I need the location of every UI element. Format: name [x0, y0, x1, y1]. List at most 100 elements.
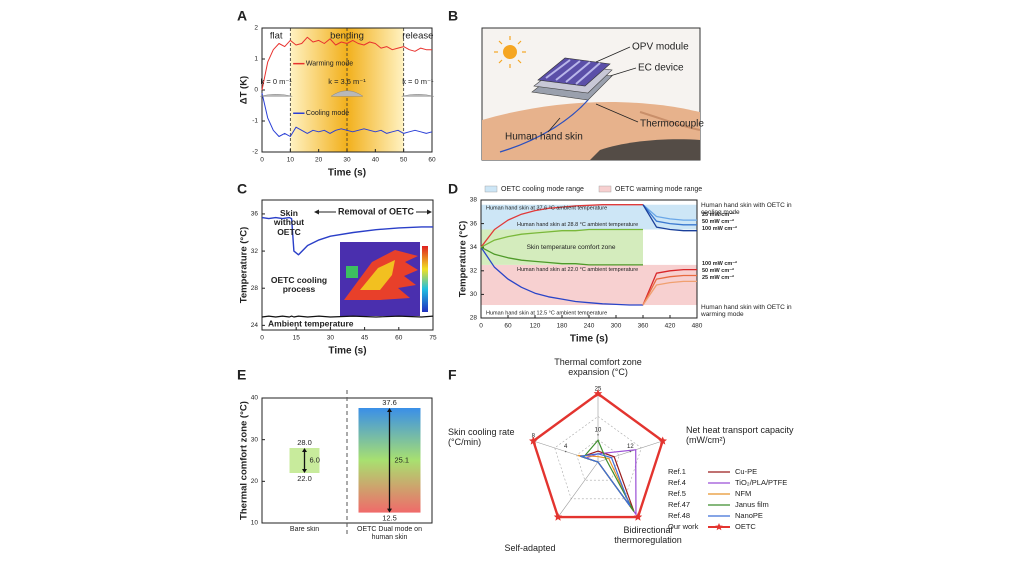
- plot-frame: [261, 199, 434, 331]
- y-axis-title: Temperature (°C): [458, 221, 469, 297]
- annotation: Skin without OETC: [273, 209, 305, 237]
- x-tick-label: 45: [361, 335, 369, 342]
- arrow-head: [302, 448, 307, 452]
- curve-label: Human hand skin at 28.8 °C ambient tempe…: [517, 222, 638, 228]
- x-tick-label: 300: [611, 323, 622, 330]
- x-tick-label: 480: [692, 323, 703, 330]
- legend-label: OETC warming mode range: [615, 186, 702, 193]
- data-line: [642, 274, 697, 306]
- data-line: [480, 246, 643, 306]
- annotation-box: Human hand skin with OETC in warming mod…: [701, 304, 792, 319]
- span-label: 25.1: [395, 455, 410, 464]
- legend-ref: Ref.48: [668, 511, 690, 520]
- data-line: [261, 216, 433, 256]
- x-tick-label: 10: [287, 157, 295, 164]
- y-tick-label: 10: [251, 520, 259, 527]
- data-line: [642, 280, 697, 306]
- x-tick-label: 180: [557, 323, 568, 330]
- panel-label: D: [448, 181, 458, 197]
- data-line: [480, 228, 643, 248]
- finger-line: [639, 111, 701, 131]
- radar-marker: [593, 389, 603, 398]
- x-tick-label: 30: [327, 335, 335, 342]
- radar-axis-label: Self-adapted: [504, 544, 556, 553]
- y-tick-label: 30: [251, 436, 259, 443]
- legend-ref: Ref.47: [668, 500, 690, 509]
- opv-stripes: [545, 59, 601, 85]
- diagram-label: Human hand skin: [505, 132, 583, 143]
- series-label: Warming mode: [306, 60, 353, 67]
- x-tick-label: 60: [395, 335, 403, 342]
- phase-label: release: [402, 31, 433, 42]
- data-line: [480, 246, 643, 266]
- low-label: 12.5: [382, 514, 397, 523]
- radar-axis-label-box: Net heat transport capacity (mW/cm²): [686, 426, 794, 445]
- x-tick-label: 360: [638, 323, 649, 330]
- x-tick-label: 240: [584, 323, 595, 330]
- zone-label: Skin temperature comfort zone: [527, 244, 616, 251]
- branch-label: 100 mW cm⁻²: [702, 225, 737, 232]
- span-label: 6.0: [310, 455, 320, 464]
- sample-shape: [260, 94, 293, 97]
- category-label: OETC Dual mode on human skin: [357, 526, 422, 541]
- x-tick-label: 120: [530, 323, 541, 330]
- legend-label: TiO₂/PLA/PTFE: [735, 478, 787, 487]
- series-label: Ambient temperature: [268, 318, 354, 328]
- arrow-head: [387, 508, 392, 513]
- data-line: [261, 315, 434, 318]
- x-tick-label: 75: [429, 335, 437, 342]
- phase-label: flat: [270, 31, 283, 42]
- low-label: 22.0: [297, 474, 312, 483]
- radar-axis-label: Thermal comfort zone expansion (°C): [554, 358, 642, 377]
- x-tick-label: 0: [479, 323, 483, 330]
- diagram-label: Thermocouple: [640, 119, 704, 130]
- radar-series: [531, 392, 665, 519]
- y-tick-label: 24: [251, 322, 259, 329]
- radar-tick-label: 10: [595, 427, 602, 433]
- data-line: [480, 204, 643, 248]
- diagram-label: OPV module: [632, 42, 689, 53]
- x-tick-label: 40: [372, 157, 380, 164]
- x-tick-label: 420: [665, 323, 676, 330]
- x-axis-title: Time (s): [328, 168, 366, 179]
- x-tick-label: 60: [428, 157, 436, 164]
- panel-label: A: [237, 8, 247, 24]
- y-tick-label: 28: [251, 285, 259, 292]
- annotation: OETC cooling process: [270, 276, 328, 295]
- branch-label: 25 mW cm⁻²: [702, 211, 734, 218]
- legend-label: Janus film: [735, 500, 769, 509]
- radar-axis-label: Net heat transport capacity (mW/cm²): [686, 426, 794, 445]
- branch-label: 25 mW cm⁻²: [702, 274, 734, 281]
- curvature-label: k = 0 m⁻¹: [261, 77, 293, 86]
- radar-tick-label: 25: [595, 387, 602, 393]
- annotation: Human hand skin with OETC in warming mod…: [701, 304, 792, 319]
- arrow-head: [427, 209, 432, 215]
- y-tick-label: 0: [254, 87, 258, 94]
- arrow-head: [314, 209, 319, 215]
- phase-label: bending: [330, 31, 364, 42]
- colorbar: [422, 246, 428, 312]
- x-tick-label: 60: [504, 323, 512, 330]
- radar-axis-label-box: Self-adapted: [504, 544, 556, 553]
- radar-axis-label-box: Skin cooling rate (°C/min): [448, 428, 515, 447]
- branch-label: 100 mW cm⁻²: [702, 260, 737, 267]
- x-tick-label: 20: [315, 157, 323, 164]
- sample-shape: [401, 94, 434, 97]
- category-label: Bare skin: [289, 526, 320, 533]
- legend-label: OETC cooling mode range: [501, 186, 584, 193]
- legend-ref: Ref.5: [668, 489, 686, 498]
- radar-spoke: [557, 461, 599, 518]
- y-tick-label: -2: [252, 149, 258, 156]
- radar-series: [579, 450, 635, 512]
- shadow: [590, 139, 700, 160]
- curve-label: Human hand skin at 12.5 °C ambient tempe…: [486, 310, 607, 316]
- panel-label: B: [448, 8, 458, 24]
- radar-marker: [529, 436, 538, 445]
- annotation: Human hand skin with OETC in cooling mod…: [701, 202, 792, 217]
- annotation-box: Skin without OETC: [273, 209, 305, 237]
- sun-rays: [494, 36, 526, 68]
- y-tick-label: 20: [251, 478, 259, 485]
- y-tick-label: 34: [470, 244, 478, 251]
